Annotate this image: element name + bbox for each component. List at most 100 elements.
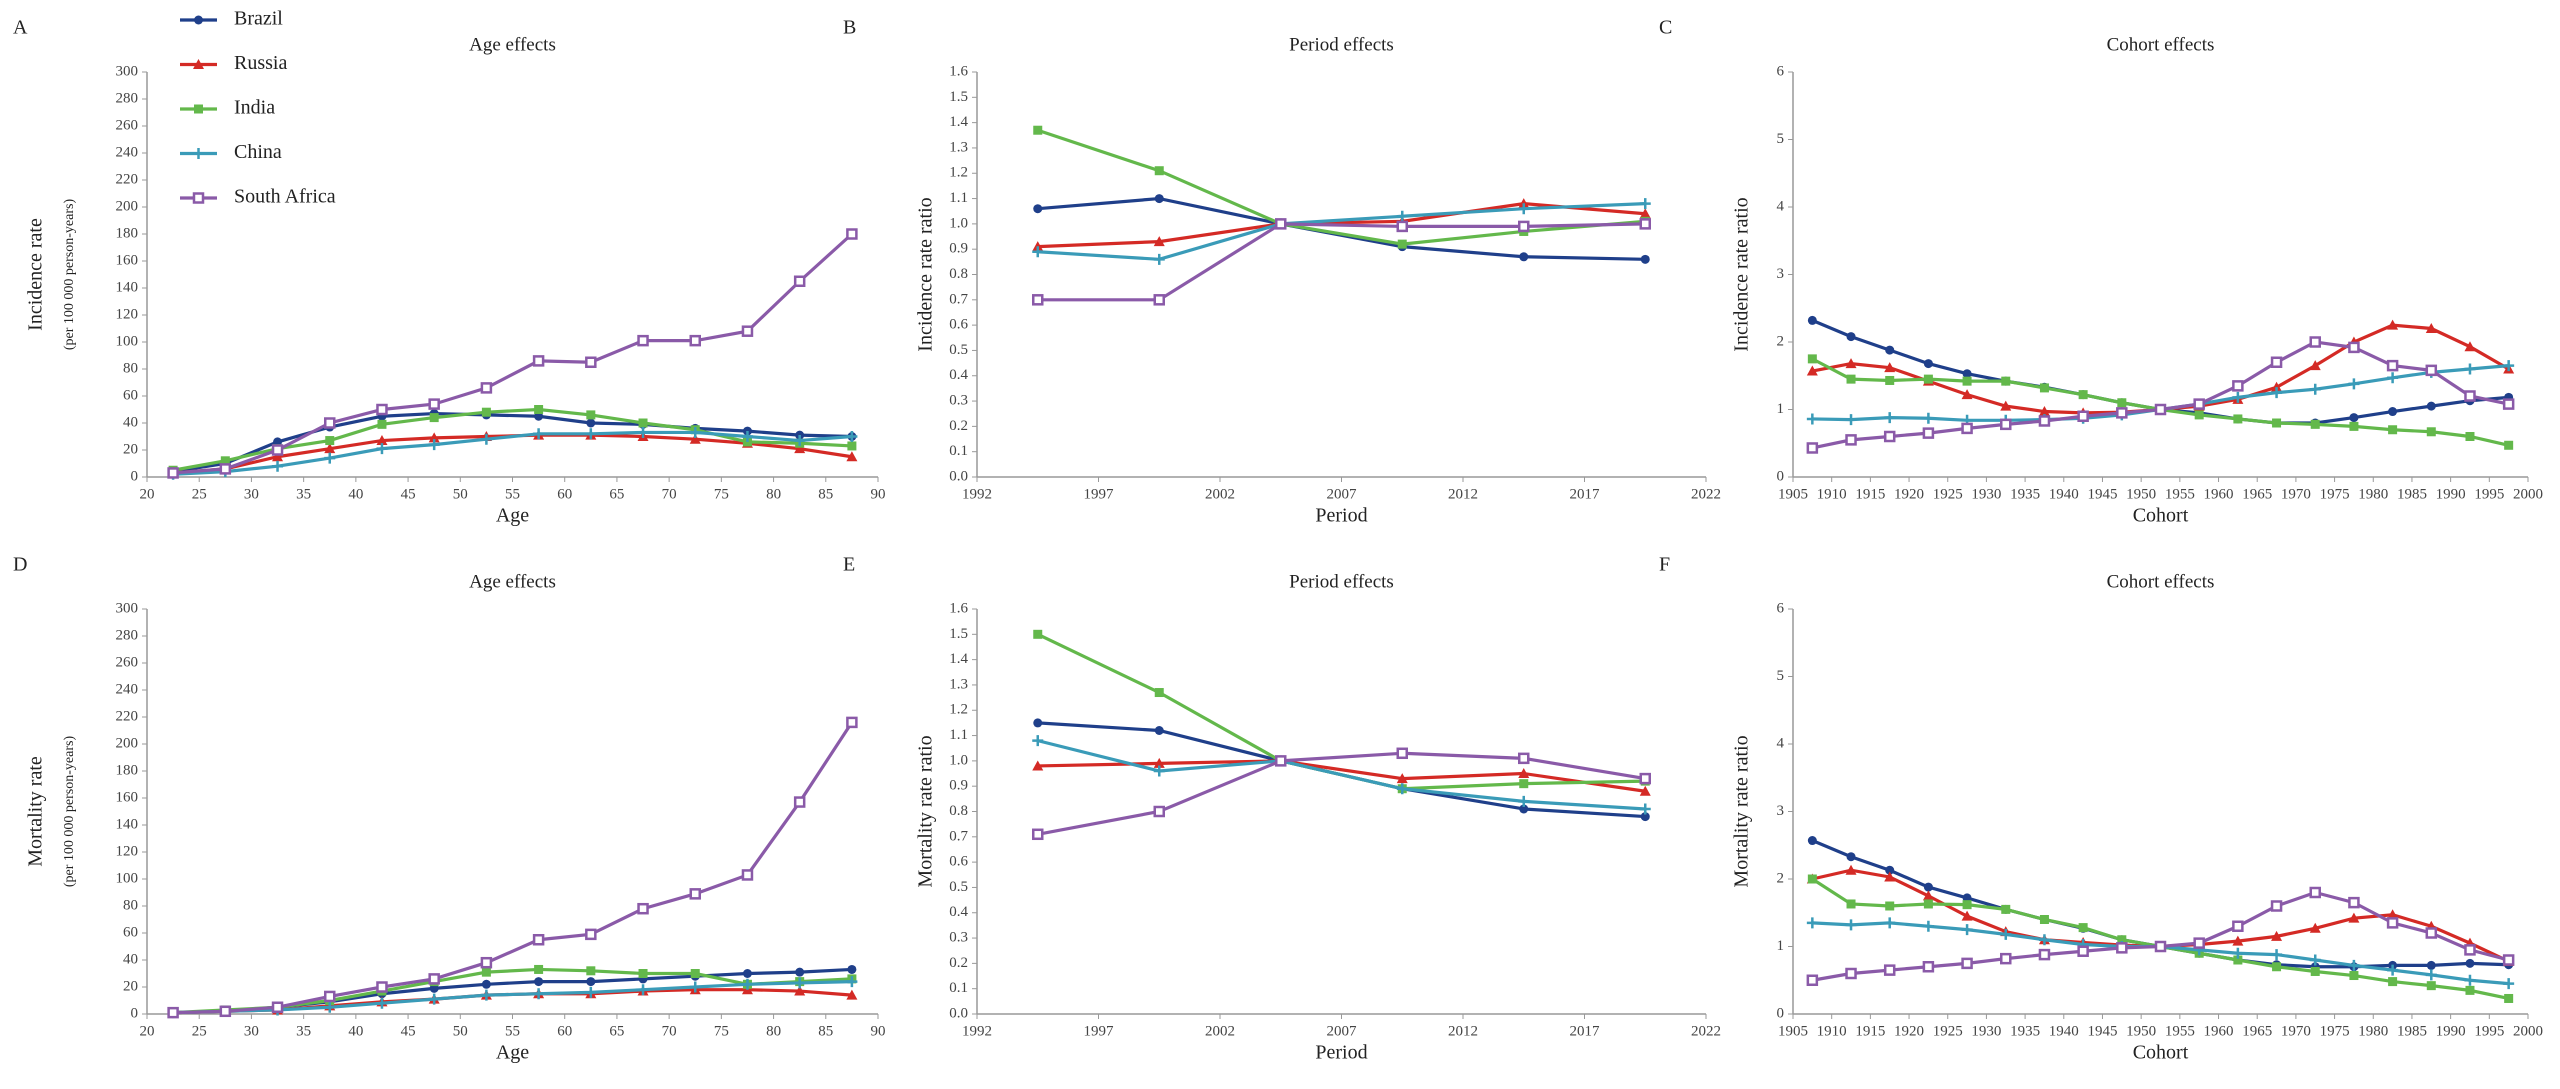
chart-title: Period effects: [1289, 34, 1394, 55]
marker: [2464, 974, 2476, 986]
legend-marker: [192, 192, 205, 204]
y-tick-label: 0.0: [949, 468, 968, 484]
marker: [2310, 419, 2320, 429]
marker: [1153, 757, 1165, 768]
marker: [428, 993, 440, 1005]
y-tick-label: 0.6: [949, 317, 968, 333]
series-line: [173, 430, 853, 476]
marker: [2038, 415, 2051, 427]
marker: [846, 976, 858, 988]
y-tick-label: 20: [123, 441, 138, 457]
y-tick-label: 0.5: [949, 879, 968, 895]
marker: [1519, 804, 1529, 814]
marker: [1396, 773, 1408, 784]
x-tick-label: 2012: [1448, 1023, 1478, 1039]
x-tick-label: 1935: [2010, 486, 2040, 502]
marker: [1153, 253, 1165, 265]
marker: [2270, 356, 2283, 368]
marker: [2349, 971, 2359, 981]
x-tick-label: 55: [505, 1023, 520, 1039]
marker: [793, 796, 806, 808]
marker: [794, 985, 806, 996]
y-tick-label: 120: [116, 843, 139, 859]
series-line: [1037, 202, 1646, 261]
marker: [847, 964, 857, 974]
x-tick-label: 1915: [1855, 1023, 1885, 1039]
marker: [324, 452, 336, 464]
y-tick-label: 180: [116, 762, 139, 778]
x-tick-label: 1992: [962, 486, 992, 502]
x-tick-label: 1930: [1971, 486, 2001, 502]
marker: [1845, 967, 1857, 980]
marker: [846, 716, 858, 729]
marker: [1846, 899, 1856, 909]
marker: [219, 1005, 232, 1018]
marker: [480, 382, 493, 394]
y-tick-label: 0: [1777, 1005, 1785, 1021]
x-tick-label: 2002: [1205, 1023, 1235, 1039]
x-axis-title: Age: [496, 1042, 529, 1064]
y-tick-label: 0.2: [949, 955, 968, 971]
x-tick-label: 1997: [1084, 486, 1115, 502]
marker: [272, 451, 284, 462]
marker: [1396, 220, 1408, 233]
marker: [1032, 760, 1044, 771]
marker: [2464, 341, 2476, 352]
marker: [1639, 803, 1651, 815]
x-tick-label: 2002: [1205, 486, 1235, 502]
marker: [2271, 930, 2283, 941]
x-tick-label: 1925: [1933, 1023, 1963, 1039]
x-tick-label: 1920: [1894, 486, 1924, 502]
marker: [2309, 336, 2321, 348]
x-tick-label: 1910: [1817, 486, 1847, 502]
x-tick-label: 2017: [1570, 1023, 1601, 1039]
y-tick-label: 0.1: [949, 443, 968, 459]
marker: [1639, 772, 1651, 785]
marker: [1885, 901, 1895, 911]
marker: [2348, 896, 2360, 909]
marker: [2000, 928, 2012, 940]
x-tick-label: 1992: [962, 1023, 992, 1039]
marker: [1923, 374, 1933, 384]
marker: [2271, 387, 2283, 399]
chart-title: Cohort effects: [2107, 571, 2215, 592]
marker: [428, 973, 440, 985]
y-tick-label: 100: [116, 870, 139, 886]
x-tick-label: 2022: [1691, 486, 1721, 502]
marker: [2193, 398, 2205, 410]
marker: [794, 977, 806, 989]
y-tick-label: 160: [116, 789, 139, 805]
y-axis-title: Mortality rate: [25, 756, 47, 867]
x-tick-label: 60: [557, 1023, 572, 1039]
marker: [532, 355, 545, 367]
x-tick-label: 70: [662, 486, 677, 502]
x-tick-label: 1975: [2320, 1023, 2350, 1039]
marker: [2388, 977, 2398, 987]
marker: [690, 969, 700, 978]
x-tick-label: 1990: [2436, 1023, 2466, 1039]
y-tick-label: 220: [116, 171, 139, 187]
marker: [1153, 805, 1165, 818]
marker: [2348, 959, 2360, 971]
marker: [586, 410, 596, 420]
marker: [1846, 332, 1856, 342]
x-tick-label: 85: [818, 486, 833, 502]
x-tick-label: 1950: [2126, 1023, 2156, 1039]
series-line: [173, 980, 852, 1015]
y-tick-label: 60: [123, 924, 138, 940]
marker: [2038, 406, 2050, 417]
x-tick-label: 1985: [2397, 486, 2427, 502]
marker: [1032, 294, 1044, 306]
marker: [689, 426, 701, 438]
x-axis-title: Cohort: [2133, 505, 2189, 527]
marker: [1154, 688, 1164, 698]
panel-label: A: [13, 17, 28, 39]
marker: [1807, 354, 1817, 364]
marker: [1806, 413, 1818, 425]
y-tick-label: 140: [116, 279, 139, 295]
y-tick-label: 140: [116, 816, 139, 832]
marker: [2271, 949, 2283, 961]
chart-title: Age effects: [469, 34, 556, 55]
marker: [1883, 964, 1896, 976]
